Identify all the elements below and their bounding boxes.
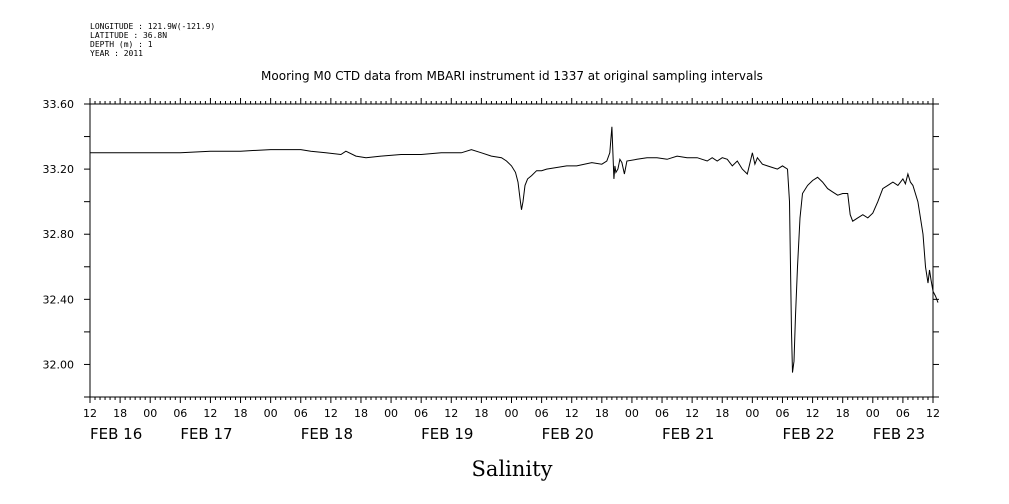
header-year: YEAR : 2011	[90, 49, 143, 58]
x-tick-label: 06	[294, 407, 308, 420]
axis-ticks	[84, 98, 939, 403]
x-tick-label: 12	[926, 407, 940, 420]
y-tick-label: 32.40	[43, 293, 75, 306]
x-tick-label: 18	[234, 407, 248, 420]
x-date-label: FEB 22	[782, 425, 834, 443]
x-tick-label: 00	[866, 407, 880, 420]
x-date-label: FEB 20	[542, 425, 594, 443]
x-tick-label: 06	[896, 407, 910, 420]
x-tick-label: 12	[685, 407, 699, 420]
x-date-label: FEB 23	[873, 425, 925, 443]
x-tick-label: 18	[474, 407, 488, 420]
plot-frame	[89, 103, 934, 398]
header-latitude: LATITUDE : 36.8N	[90, 31, 167, 40]
x-tick-label: 12	[444, 407, 458, 420]
series-group	[90, 126, 939, 373]
x-tick-label: 12	[83, 407, 97, 420]
x-tick-label: 00	[625, 407, 639, 420]
y-tick-labels: 32.00 32.40 32.80 33.20 33.60	[43, 98, 75, 371]
y-tick-label: 33.20	[43, 163, 75, 176]
x-tick-labels: 12 18 00 06 12 18 00 06 12 18 00 06 12 18 00 06 12 18 00 06…	[83, 407, 940, 420]
x-date-labels: FEB 16 FEB 17 FEB 18 FEB 19 FEB 20 FEB 21 FEB …	[90, 425, 925, 443]
x-date-label: FEB 16	[90, 425, 142, 443]
x-tick-label: 00	[745, 407, 759, 420]
x-tick-label: 12	[324, 407, 338, 420]
y-tick-label: 33.60	[43, 98, 75, 111]
chart-title: Mooring M0 CTD data from MBARI instrumen…	[261, 69, 763, 83]
x-tick-label: 12	[565, 407, 579, 420]
x-tick-label: 12	[203, 407, 217, 420]
header-longitude: LONGITUDE : 121.9W(-121.9)	[90, 22, 215, 31]
x-tick-label: 06	[655, 407, 669, 420]
y-tick-label: 32.00	[43, 358, 75, 371]
x-tick-label: 00	[505, 407, 519, 420]
x-date-label: FEB 18	[301, 425, 353, 443]
x-tick-label: 06	[173, 407, 187, 420]
x-tick-label: 00	[384, 407, 398, 420]
salinity-series-line	[90, 126, 939, 373]
x-tick-label: 00	[143, 407, 157, 420]
x-tick-label: 06	[535, 407, 549, 420]
x-tick-label: 18	[354, 407, 368, 420]
x-tick-label: 06	[414, 407, 428, 420]
x-tick-label: 18	[715, 407, 729, 420]
header-depth: DEPTH (m) : 1	[90, 40, 153, 49]
x-tick-label: 18	[113, 407, 127, 420]
x-tick-label: 06	[775, 407, 789, 420]
variable-label: Salinity	[472, 457, 553, 481]
x-date-label: FEB 19	[421, 425, 473, 443]
x-tick-label: 12	[806, 407, 820, 420]
x-tick-label: 00	[264, 407, 278, 420]
x-date-label: FEB 17	[180, 425, 232, 443]
x-date-label: FEB 21	[662, 425, 714, 443]
y-tick-label: 32.80	[43, 228, 75, 241]
x-tick-label: 18	[595, 407, 609, 420]
x-tick-label: 18	[836, 407, 850, 420]
